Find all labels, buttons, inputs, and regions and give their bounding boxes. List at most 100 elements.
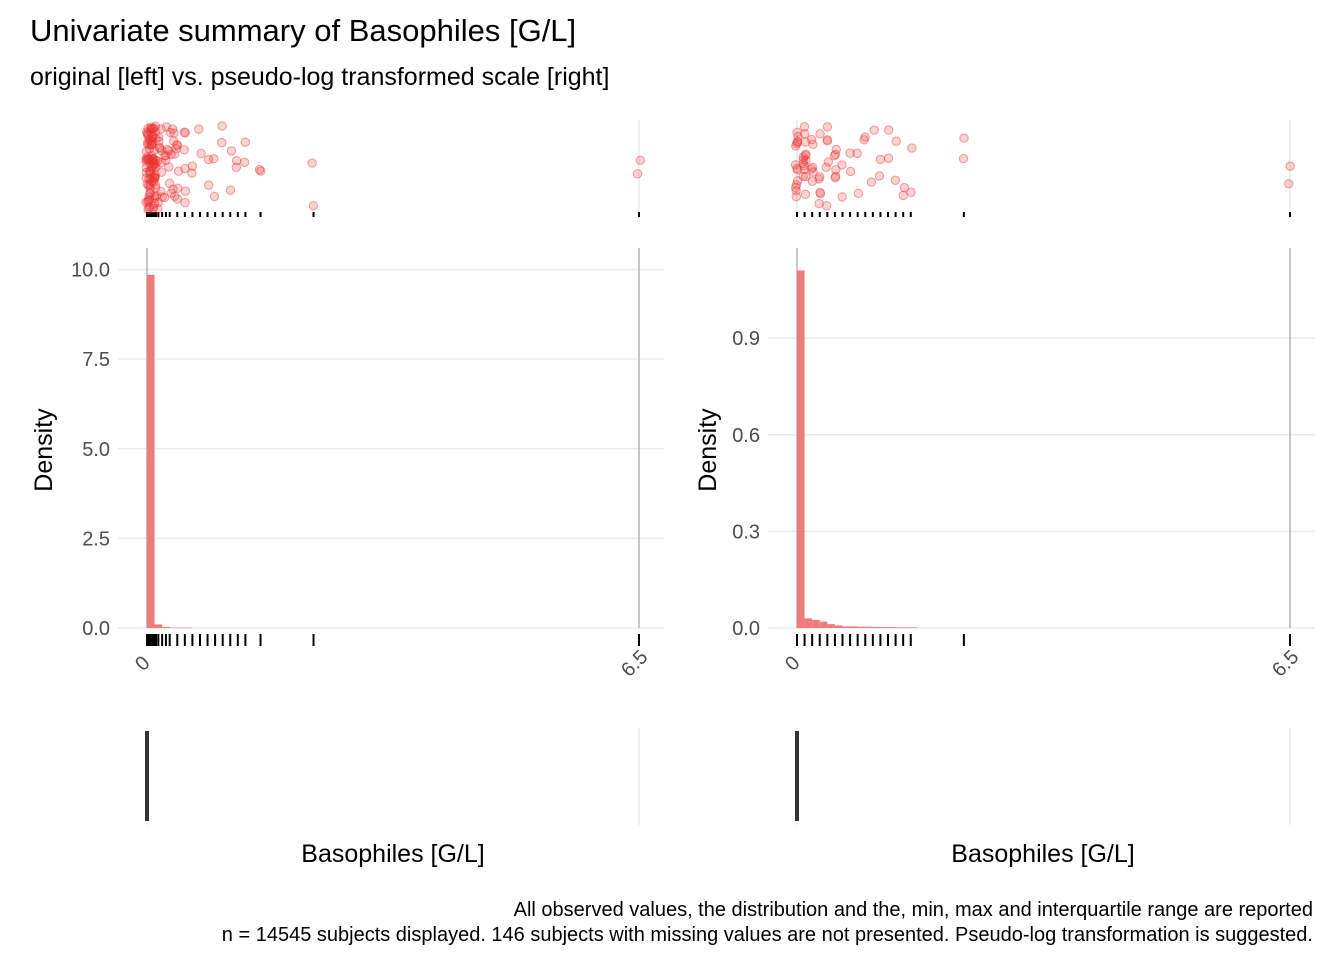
data-point — [860, 132, 870, 142]
data-point — [141, 127, 152, 137]
data-point — [845, 166, 856, 177]
data-point — [147, 150, 157, 161]
data-point — [141, 163, 152, 173]
data-point — [307, 158, 317, 168]
data-point — [148, 203, 158, 213]
data-point — [146, 155, 156, 165]
data-point — [173, 166, 184, 176]
caption-line-2: n = 14545 subjects displayed. 146 subjec… — [222, 924, 1313, 946]
data-point — [153, 204, 163, 214]
data-point — [168, 184, 178, 194]
data-point — [196, 148, 206, 159]
data-point — [141, 156, 151, 167]
y-tick-label: 10.0 — [71, 260, 110, 282]
data-point — [792, 139, 802, 149]
data-point — [164, 146, 174, 156]
data-point — [145, 169, 155, 179]
data-point — [800, 150, 811, 161]
data-point — [792, 163, 802, 174]
data-point — [179, 127, 190, 137]
data-point — [148, 154, 158, 164]
data-point — [148, 155, 159, 165]
data-point — [180, 128, 191, 138]
data-point — [853, 188, 864, 199]
chart-title: Univariate summary of Basophiles [G/L] — [30, 13, 576, 48]
data-point — [143, 197, 153, 207]
data-point — [898, 190, 908, 201]
data-point — [890, 175, 901, 186]
data-point — [147, 172, 158, 182]
data-point — [151, 133, 161, 144]
data-point — [891, 136, 901, 146]
data-point — [144, 139, 154, 150]
data-point — [147, 132, 158, 143]
data-point — [791, 186, 801, 196]
data-point — [146, 136, 156, 146]
histogram-bar — [857, 626, 873, 628]
histogram-bar — [147, 274, 155, 628]
data-point — [162, 144, 173, 155]
data-point — [822, 201, 832, 211]
data-point — [808, 167, 818, 177]
data-point — [308, 201, 319, 211]
data-point — [149, 191, 159, 201]
data-point — [149, 172, 160, 183]
data-point — [157, 192, 167, 202]
data-point — [1285, 161, 1295, 171]
data-point — [875, 154, 886, 165]
histogram-bar — [812, 619, 820, 628]
data-point — [171, 140, 182, 150]
data-point — [145, 183, 156, 193]
data-point — [180, 163, 190, 174]
data-point — [791, 141, 801, 151]
histogram-bar — [819, 621, 828, 628]
x-tick-label: 0 — [131, 652, 154, 675]
data-point — [254, 164, 265, 175]
data-point — [180, 197, 190, 208]
histogram-bar — [842, 626, 858, 628]
data-point — [239, 157, 250, 168]
data-point — [171, 144, 181, 154]
data-point — [146, 140, 157, 150]
data-point — [143, 123, 153, 134]
data-point — [791, 191, 802, 202]
data-point — [149, 159, 159, 169]
data-point — [869, 125, 879, 135]
x-axis-title: Basophiles [G/L] — [301, 840, 484, 868]
data-point — [141, 146, 152, 157]
data-point — [799, 122, 810, 132]
histogram-bar — [872, 627, 896, 628]
histogram-bar — [827, 624, 835, 628]
data-point — [145, 179, 155, 190]
data-point — [148, 123, 158, 134]
data-point — [143, 153, 154, 164]
data-point — [164, 178, 175, 189]
data-point — [859, 135, 869, 145]
data-point — [161, 150, 171, 161]
data-point — [883, 153, 894, 163]
data-point — [149, 171, 159, 182]
data-point — [790, 160, 801, 170]
data-point — [829, 150, 840, 161]
histogram-bar — [895, 627, 919, 628]
data-point — [822, 122, 833, 132]
data-point — [147, 136, 158, 146]
data-point — [150, 127, 161, 137]
data-point — [800, 137, 810, 147]
data-point — [815, 188, 826, 199]
data-point — [146, 124, 157, 135]
data-point — [155, 143, 165, 153]
panel-pseudo-log-scale: 0.0 0.3 0.6 0.9 0 6.5 Density Basophiles [G/L] — [694, 120, 1315, 868]
histogram-bar — [177, 627, 185, 629]
data-point — [144, 203, 154, 213]
data-point — [231, 162, 242, 172]
data-point — [142, 130, 153, 140]
data-point — [148, 201, 159, 212]
data-point — [187, 168, 197, 178]
data-point — [166, 149, 176, 160]
data-point — [145, 187, 156, 198]
data-point — [179, 145, 189, 155]
data-point — [866, 177, 877, 187]
data-point — [143, 137, 153, 147]
data-point — [837, 160, 847, 170]
